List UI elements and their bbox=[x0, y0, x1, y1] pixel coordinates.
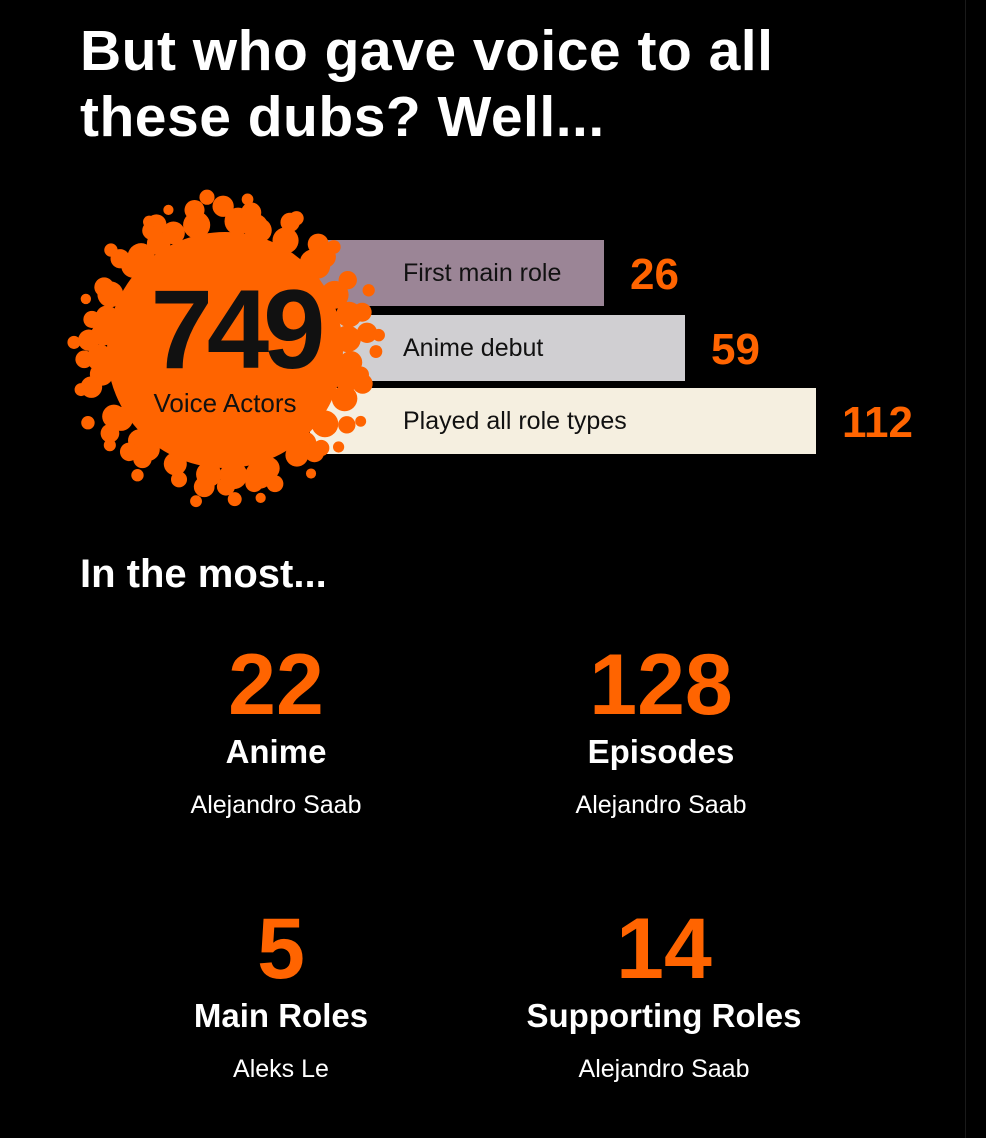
bar-label: Anime debut bbox=[403, 334, 544, 362]
splat-dot bbox=[285, 443, 309, 467]
splat-dot bbox=[255, 492, 266, 503]
splat-dot bbox=[372, 328, 385, 342]
splat-dot bbox=[193, 476, 215, 498]
bar bbox=[310, 388, 816, 454]
splat-dot bbox=[332, 441, 345, 453]
splat-dot bbox=[311, 410, 339, 438]
stat-label: Anime bbox=[225, 733, 327, 770]
stat-label: Episodes bbox=[587, 733, 735, 770]
stat-person: Alejandro Saab bbox=[578, 1055, 750, 1083]
stat-value: 22 bbox=[228, 637, 324, 733]
divider bbox=[965, 0, 966, 1138]
splat-dot bbox=[104, 243, 118, 257]
splat-dot bbox=[78, 329, 100, 351]
splat-dot bbox=[163, 204, 174, 215]
bar-value: 112 bbox=[842, 398, 913, 447]
bar-value: 26 bbox=[630, 250, 679, 299]
stat-anime: 22 Anime Alejandro Saab bbox=[76, 640, 476, 820]
splat-dot bbox=[245, 474, 263, 493]
splat-dot bbox=[83, 310, 101, 328]
splat-dot bbox=[338, 270, 357, 290]
splat-core bbox=[107, 232, 343, 468]
splat-dot bbox=[131, 469, 144, 482]
splat-dot bbox=[352, 302, 372, 322]
splat-dot bbox=[320, 280, 349, 309]
splat-dot bbox=[338, 416, 356, 434]
splat-dot bbox=[212, 195, 234, 217]
splat-dot bbox=[163, 452, 187, 476]
splat-dot bbox=[100, 423, 120, 443]
splat-dot bbox=[184, 199, 205, 221]
splat-dot bbox=[304, 443, 325, 463]
splat-dot bbox=[352, 373, 373, 394]
splat-badge bbox=[67, 189, 385, 508]
stat-supporting-roles: 14 Supporting Roles Alejandro Saab bbox=[464, 904, 864, 1084]
splat-dot bbox=[216, 477, 236, 496]
splat-dot bbox=[102, 404, 126, 429]
bar-value: 59 bbox=[711, 325, 760, 374]
stat-person: Aleks Le bbox=[233, 1055, 329, 1083]
splat-dot bbox=[289, 211, 304, 226]
splat-dot bbox=[95, 305, 119, 328]
stat-value: 5 bbox=[257, 901, 305, 997]
bar bbox=[310, 240, 604, 306]
splat-dot bbox=[247, 218, 272, 243]
splat-dot bbox=[80, 293, 92, 305]
stat-person: Alejandro Saab bbox=[575, 791, 747, 819]
section-title: In the most... bbox=[80, 552, 327, 596]
splat-dot bbox=[272, 227, 299, 254]
stat-label: Main Roles bbox=[193, 997, 369, 1034]
bar-label: First main role bbox=[403, 259, 562, 287]
splat-dot bbox=[127, 243, 155, 271]
splat-dot bbox=[67, 335, 81, 349]
stat-label: Supporting Roles bbox=[526, 997, 802, 1034]
splat-dot bbox=[190, 495, 202, 508]
splat-dot bbox=[119, 442, 139, 462]
stat-episodes: 128 Episodes Alejandro Saab bbox=[461, 640, 861, 820]
splat-dot bbox=[94, 277, 114, 297]
splat-dot bbox=[86, 344, 114, 372]
splat-dot bbox=[326, 240, 341, 254]
splat-dot bbox=[241, 193, 254, 206]
splat-dot bbox=[241, 202, 262, 223]
stat-main-roles: 5 Main Roles Aleks Le bbox=[81, 904, 481, 1084]
splat-dot bbox=[227, 492, 242, 507]
splat-dot bbox=[369, 345, 383, 358]
splat-dot bbox=[103, 439, 116, 452]
splat-dot bbox=[143, 215, 156, 229]
bar-label: Played all role types bbox=[403, 407, 627, 435]
splat-dot bbox=[75, 350, 93, 369]
splat-dot bbox=[305, 468, 317, 479]
stat-person: Alejandro Saab bbox=[190, 791, 362, 819]
splat-dot bbox=[81, 416, 95, 430]
stat-value: 14 bbox=[616, 901, 712, 997]
total-label: Voice Actors bbox=[153, 388, 297, 418]
page-title: But who gave voice to all these dubs? We… bbox=[80, 19, 774, 149]
splat-dot bbox=[355, 415, 367, 427]
splat-dot bbox=[171, 471, 188, 488]
splat-dot bbox=[362, 284, 375, 297]
splat-dot bbox=[199, 189, 215, 205]
total-value: 749 bbox=[150, 267, 326, 392]
splat-dot bbox=[356, 322, 378, 343]
splat-dot bbox=[331, 385, 358, 412]
stat-value: 128 bbox=[589, 637, 733, 733]
splat-dot bbox=[266, 475, 284, 493]
splat-dot bbox=[74, 383, 88, 397]
splat-dot bbox=[162, 221, 185, 245]
splat-dot bbox=[334, 325, 361, 353]
